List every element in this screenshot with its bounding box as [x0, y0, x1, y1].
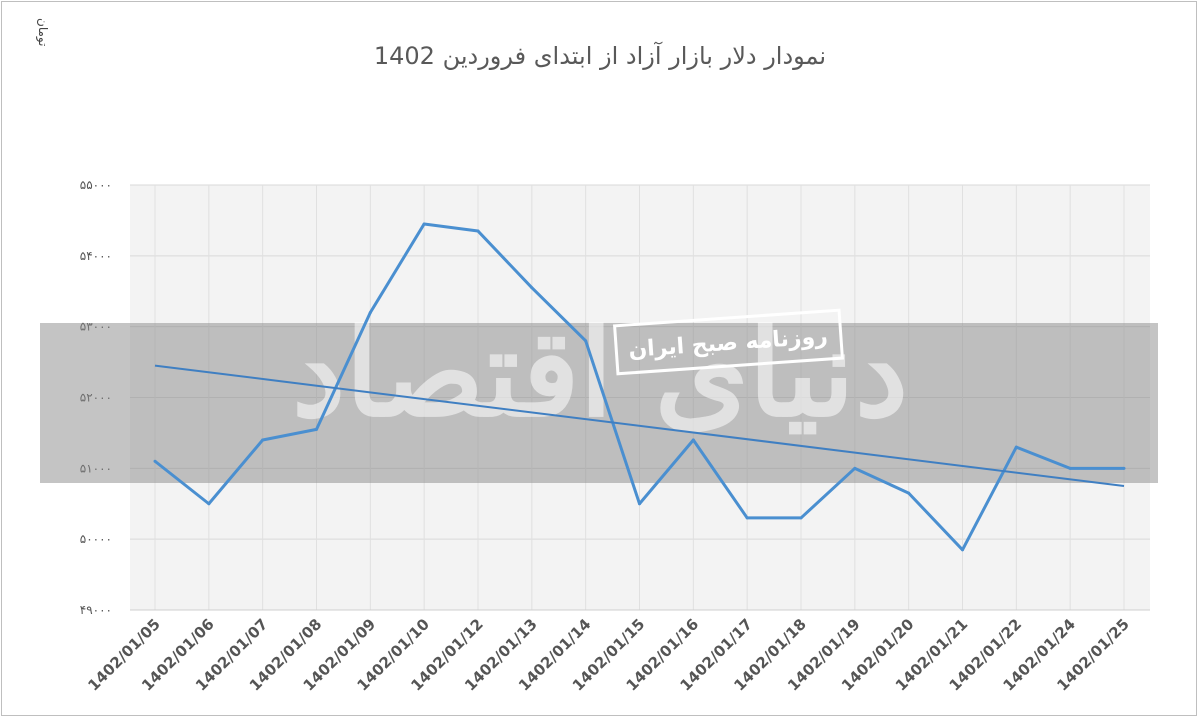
data-point: [1014, 445, 1018, 449]
trendline: [154, 364, 1125, 488]
data-point: [691, 438, 695, 442]
y-axis-unit: تومان: [36, 18, 50, 47]
data-point: [315, 427, 318, 431]
y-tick-label: ۴۹۰۰۰: [80, 603, 112, 617]
data-point: [530, 286, 534, 290]
data-point: [961, 548, 964, 552]
data-point: [745, 516, 749, 520]
data-point: [907, 491, 911, 495]
data-point: [261, 438, 265, 442]
data-point: [422, 222, 426, 226]
chart-title: نمودار دلار بازار آزاد از ابتدای فروردین…: [373, 42, 827, 70]
data-point: [584, 339, 588, 343]
y-tick-label: ۵۰۰۰۰: [80, 532, 112, 546]
watermark-band: [40, 323, 1158, 483]
data-point: [799, 516, 803, 520]
data-point: [207, 502, 211, 506]
data-point: [368, 311, 372, 314]
data-point: [853, 466, 857, 470]
data-point: [476, 229, 480, 233]
y-tick-label: ۵۵۰۰۰: [80, 178, 112, 192]
y-tick-label: ۵۴۰۰۰: [80, 249, 112, 263]
data-point: [1122, 466, 1126, 470]
data-point: [638, 502, 641, 506]
watermark-publisher-box: [612, 308, 844, 376]
data-point: [153, 459, 157, 463]
data-point: [1068, 466, 1072, 470]
